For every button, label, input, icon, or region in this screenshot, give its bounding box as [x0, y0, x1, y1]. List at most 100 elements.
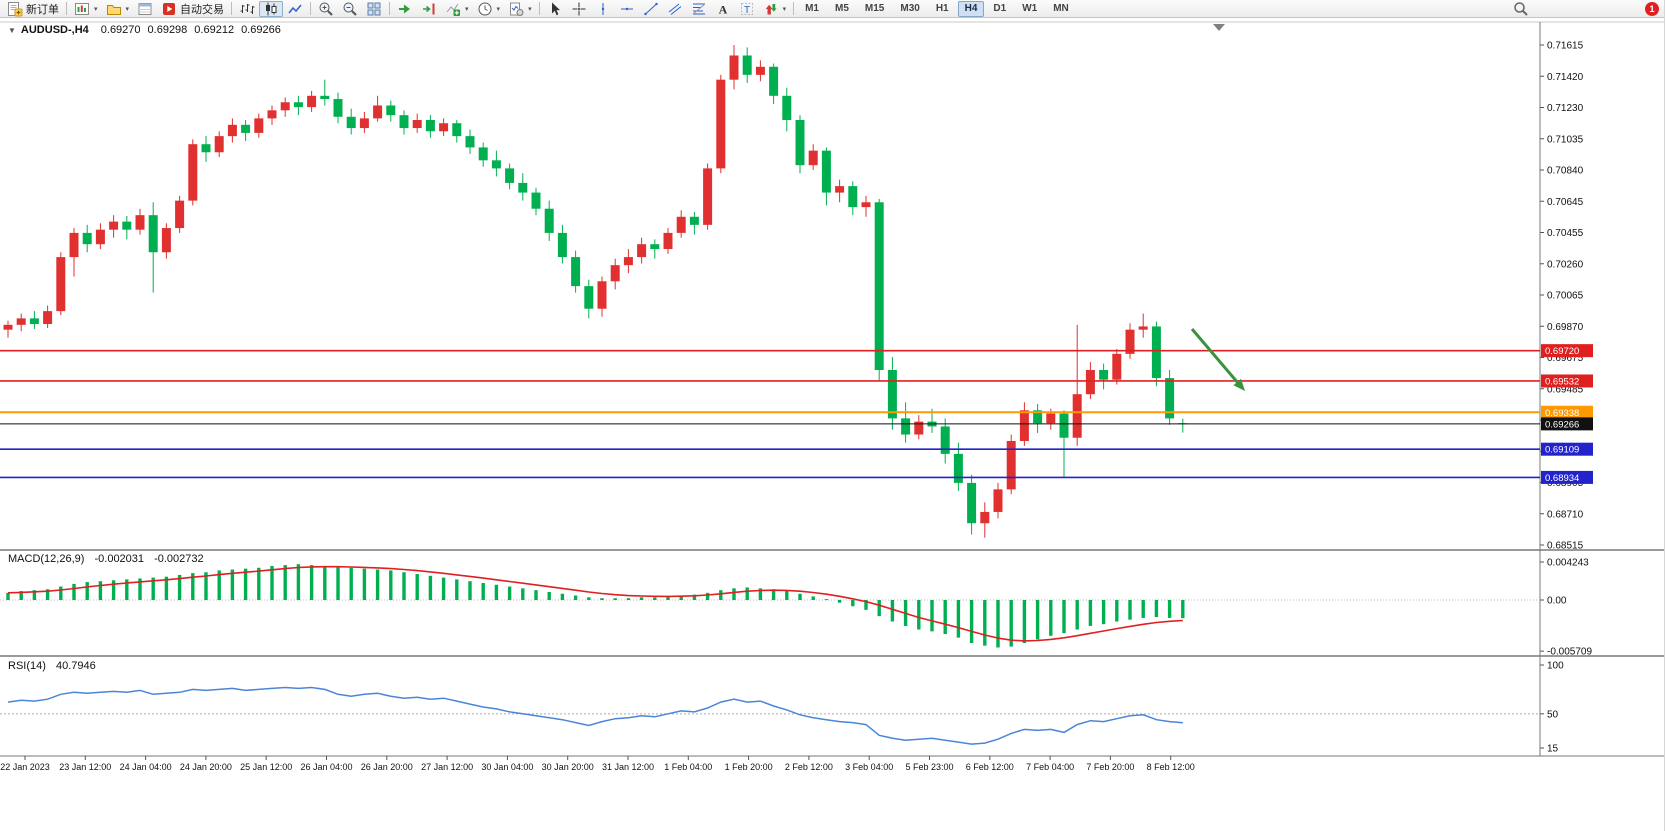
autotrading-button[interactable]: 自动交易: [157, 1, 228, 17]
indicators-icon: [445, 1, 461, 17]
candle-body: [161, 228, 171, 253]
current-price-line-price-tag-label: 0.69266: [1545, 419, 1579, 430]
macd-panel-splitter[interactable]: [0, 549, 1665, 551]
data-window-button[interactable]: [133, 1, 157, 17]
candle-body: [452, 123, 462, 137]
candle-body: [914, 421, 924, 435]
vertical-line-button[interactable]: [591, 1, 615, 17]
candle-body: [874, 202, 884, 370]
notification-badge[interactable]: 1: [1645, 1, 1659, 16]
candle-body: [1099, 370, 1109, 380]
time-axis-label: 2 Feb 12:00: [785, 762, 833, 772]
timeframe-m1[interactable]: M1: [805, 2, 819, 14]
macd-histogram-bar: [1009, 600, 1013, 647]
trend-arrow-annotation[interactable]: [1190, 328, 1240, 384]
search-button[interactable]: [1509, 1, 1533, 17]
auto-scroll-button[interactable]: [393, 1, 417, 17]
candlestick-button[interactable]: [259, 0, 284, 17]
candle-body: [333, 99, 343, 117]
data-window-icon: [137, 1, 153, 17]
support-line-1-price-tag: [1541, 442, 1593, 456]
ohlc-open: 0.69270: [100, 24, 141, 36]
macd-histogram-bar: [692, 594, 697, 600]
candle-body: [782, 95, 792, 120]
timeframe-mn[interactable]: MN: [1053, 2, 1069, 14]
timeframe-w1[interactable]: W1: [1022, 2, 1038, 14]
line-chart-button[interactable]: [283, 1, 307, 17]
macd-histogram-bar: [1035, 600, 1040, 640]
timeframe-m15[interactable]: M15: [864, 2, 885, 14]
macd-histogram-bar: [481, 582, 485, 600]
profiles-button[interactable]: ▾: [102, 1, 134, 17]
fibonacci-button[interactable]: [687, 1, 711, 17]
price-axis-label: 0.68710: [1547, 509, 1584, 520]
toolbar-separator: [231, 2, 233, 15]
new-chart-button[interactable]: ▾: [70, 1, 102, 17]
label-button[interactable]: T: [735, 1, 759, 17]
rsi-indicator-label: RSI(14) 40.7946: [8, 660, 103, 672]
tile-windows-button[interactable]: [362, 1, 386, 17]
macd-histogram-bar: [230, 569, 235, 600]
new-order-button-label: 新订单: [26, 3, 59, 16]
chart-shift-marker[interactable]: [1213, 24, 1225, 31]
candle-body: [373, 105, 383, 119]
macd-histogram-bar: [6, 592, 10, 600]
toolbar-separator: [793, 2, 795, 15]
new-order-button[interactable]: 新订单: [3, 1, 63, 17]
text-button[interactable]: A: [711, 1, 735, 17]
macd-axis-label: -0.005709: [1547, 647, 1592, 658]
rsi-panel-splitter[interactable]: [0, 655, 1665, 657]
macd-histogram-bar: [679, 595, 683, 600]
macd-histogram-bar: [204, 572, 208, 600]
zoom-out-button[interactable]: [338, 1, 362, 17]
crosshair-button[interactable]: [567, 1, 591, 17]
caret-down-icon: ▾: [125, 5, 130, 13]
candle-body: [122, 221, 132, 230]
candle-body: [1125, 329, 1135, 354]
cursor-button[interactable]: [543, 1, 567, 17]
time-axis-label: 1 Feb 20:00: [725, 762, 773, 772]
timeframe-h1[interactable]: H1: [935, 2, 949, 14]
candle-body: [544, 208, 554, 233]
zoom-in-button[interactable]: [314, 1, 338, 17]
timeframe-h4[interactable]: H4: [957, 0, 985, 17]
rsi-axis-label: 50: [1547, 709, 1559, 720]
collapse-chart-icon[interactable]: ▼: [8, 25, 16, 35]
timeframe-m30[interactable]: M30: [900, 2, 920, 14]
candle-body: [861, 202, 871, 208]
crosshair-icon: [571, 1, 587, 17]
macd-histogram-bar: [111, 580, 116, 600]
candle-body: [56, 257, 66, 312]
rsi-axis-label: 100: [1547, 661, 1564, 672]
macd-histogram-bar: [877, 600, 881, 617]
templates-button[interactable]: ▾: [504, 1, 536, 17]
macd-histogram-bar: [930, 600, 934, 632]
price-axis-label: 0.69675: [1547, 353, 1584, 364]
price-axis-label: 0.69870: [1547, 322, 1584, 333]
macd-histogram-bar: [1154, 600, 1159, 618]
horizontal-line-button[interactable]: [615, 1, 639, 17]
chart-shift-button[interactable]: [417, 1, 441, 17]
arrows-button[interactable]: ▾: [759, 1, 791, 17]
macd-histogram-bar: [521, 588, 525, 600]
channel-button[interactable]: [663, 1, 687, 17]
bar-chart-button[interactable]: [235, 1, 259, 17]
trendline-button[interactable]: [639, 1, 663, 17]
candle-body: [901, 418, 911, 435]
timeframe-d1[interactable]: D1: [993, 2, 1007, 14]
indicators-button[interactable]: ▾: [441, 1, 473, 17]
macd-histogram-bar: [732, 588, 736, 600]
candle-body: [201, 144, 211, 153]
periods-button[interactable]: ▾: [473, 1, 505, 17]
candle-body: [1085, 370, 1095, 395]
candle-body: [241, 124, 251, 133]
macd-histogram-bar: [811, 596, 815, 600]
timeframe-m5[interactable]: M5: [835, 2, 849, 14]
trend-arrow-head: [1233, 378, 1245, 391]
support-line-2-price-tag: [1541, 470, 1593, 484]
macd-histogram-bar: [270, 565, 274, 600]
macd-histogram-bar: [1181, 600, 1185, 619]
macd-name: MACD(12,26,9): [8, 553, 85, 565]
macd-histogram-bar: [441, 577, 446, 600]
time-axis-label: 5 Feb 23:00: [905, 762, 953, 772]
